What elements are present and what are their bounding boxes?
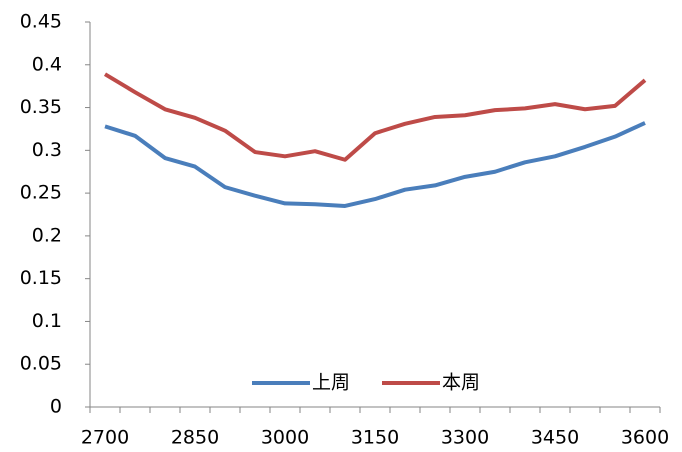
legend-label: 上周 (312, 372, 350, 394)
x-tick-label: 2700 (81, 427, 129, 449)
y-tick-label: 0.35 (20, 96, 62, 118)
y-tick-label: 0 (50, 396, 62, 418)
y-tick-label: 0.25 (20, 182, 62, 204)
legend-label: 本周 (442, 372, 480, 394)
x-tick-label: 3600 (621, 427, 669, 449)
y-tick-label: 0.3 (32, 139, 62, 161)
line-series (103, 72, 647, 162)
y-tick-label: 0.45 (20, 11, 62, 33)
x-tick-label: 3300 (441, 427, 489, 449)
x-tick-label: 3150 (351, 427, 399, 449)
y-tick-label: 0.4 (32, 53, 62, 75)
line-series (104, 121, 646, 208)
y-tick-label: 0.2 (32, 224, 62, 246)
y-tick-label: 0.15 (20, 267, 62, 289)
x-tick-label: 3450 (531, 427, 579, 449)
x-tick-label: 2850 (171, 427, 219, 449)
y-tick-label: 0.1 (32, 310, 62, 332)
y-tick-label: 0.05 (20, 353, 62, 375)
x-tick-label: 3000 (261, 427, 309, 449)
